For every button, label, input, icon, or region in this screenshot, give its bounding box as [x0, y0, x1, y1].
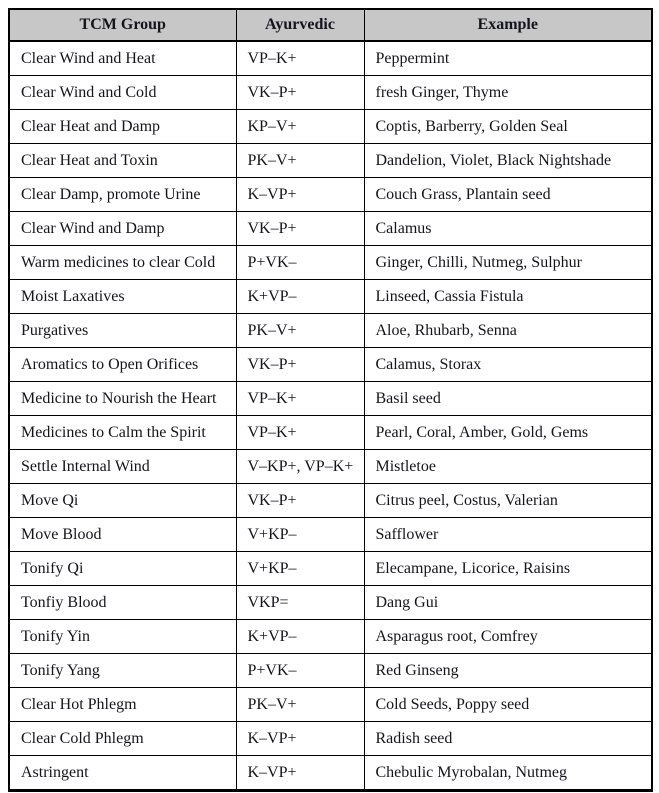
cell-ayurvedic: K–VP+ [235, 177, 365, 212]
cell-ayurvedic: PK–V+ [235, 143, 365, 178]
cell-tcm-group: Clear Wind and Damp [8, 211, 237, 246]
table-row: Clear Hot Phlegm PK–V+ Cold Seeds, Poppy s… [8, 687, 653, 722]
cell-tcm-group: Medicines to Calm the Spirit [8, 415, 237, 450]
cell-tcm-group: Move Qi [8, 483, 237, 518]
column-header-example: Example [363, 8, 653, 42]
cell-example: Mistletoe [363, 449, 653, 484]
cell-tcm-group: Clear Heat and Damp [8, 109, 237, 144]
cell-tcm-group: Clear Hot Phlegm [8, 687, 237, 722]
cell-example: Coptis, Barberry, Golden Seal [363, 109, 653, 144]
table-row: Medicines to Calm the Spirit VP–K+ Pearl, … [8, 415, 653, 450]
table-row: Tonfiy Blood VKP= Dang Gui [8, 585, 653, 620]
cell-example: fresh Ginger, Thyme [363, 75, 653, 110]
cell-tcm-group: Moist Laxatives [8, 279, 237, 314]
cell-ayurvedic: KP–V+ [235, 109, 365, 144]
table-row: Medicine to Nourish the Heart VP–K+ Basil … [8, 381, 653, 416]
cell-example: Couch Grass, Plantain seed [363, 177, 653, 212]
table-row: Aromatics to Open Orifices VK–P+ Calamus, … [8, 347, 653, 382]
table-body: Clear Wind and Heat VP–K+ Peppermint Clear … [8, 40, 653, 791]
table-row: Tonify Qi V+KP– Elecampane, Licorice, Rais… [8, 551, 653, 586]
cell-tcm-group: Clear Heat and Toxin [8, 143, 237, 178]
cell-ayurvedic: V+KP– [235, 517, 365, 552]
cell-ayurvedic: P+VK– [235, 653, 365, 688]
table-row: Clear Wind and Heat VP–K+ Peppermint [8, 40, 653, 76]
cell-tcm-group: Purgatives [8, 313, 237, 348]
cell-example: Cold Seeds, Poppy seed [363, 687, 653, 722]
cell-ayurvedic: VP–K+ [235, 40, 365, 76]
cell-example: Chebulic Myrobalan, Nutmeg [363, 755, 653, 791]
cell-example: Safflower [363, 517, 653, 552]
cell-ayurvedic: PK–V+ [235, 313, 365, 348]
cell-ayurvedic: VK–P+ [235, 211, 365, 246]
table-row: Moist Laxatives K+VP– Linseed, Cassia Fist… [8, 279, 653, 314]
cell-example: Red Ginseng [363, 653, 653, 688]
cell-example: Asparagus root, Comfrey [363, 619, 653, 654]
cell-ayurvedic: VK–P+ [235, 347, 365, 382]
cell-tcm-group: Tonify Qi [8, 551, 237, 586]
cell-ayurvedic: VK–P+ [235, 75, 365, 110]
cell-tcm-group: Move Blood [8, 517, 237, 552]
cell-tcm-group: Clear Cold Phlegm [8, 721, 237, 756]
cell-example: Pearl, Coral, Amber, Gold, Gems [363, 415, 653, 450]
table-row: Settle Internal Wind V–KP+, VP–K+ Mistleto… [8, 449, 653, 484]
table-row: Clear Heat and Toxin PK–V+ Dandelion, Viol… [8, 143, 653, 178]
cell-ayurvedic: VP–K+ [235, 415, 365, 450]
cell-ayurvedic: VKP= [235, 585, 365, 620]
cell-tcm-group: Aromatics to Open Orifices [8, 347, 237, 382]
table-row: Purgatives PK–V+ Aloe, Rhubarb, Senna [8, 313, 653, 348]
cell-ayurvedic: V+KP– [235, 551, 365, 586]
cell-example: Basil seed [363, 381, 653, 416]
table-row: Clear Wind and Damp VK–P+ Calamus [8, 211, 653, 246]
table-row: Tonify Yang P+VK– Red Ginseng [8, 653, 653, 688]
cell-example: Calamus [363, 211, 653, 246]
cell-example: Citrus peel, Costus, Valerian [363, 483, 653, 518]
cell-ayurvedic: K+VP– [235, 619, 365, 654]
cell-example: Elecampane, Licorice, Raisins [363, 551, 653, 586]
cell-tcm-group: Settle Internal Wind [8, 449, 237, 484]
cell-example: Linseed, Cassia Fistula [363, 279, 653, 314]
table-row: Tonify Yin K+VP– Asparagus root, Comfrey [8, 619, 653, 654]
cell-ayurvedic: PK–V+ [235, 687, 365, 722]
cell-example: Calamus, Storax [363, 347, 653, 382]
table-row: Clear Damp, promote Urine K–VP+ Couch Gras… [8, 177, 653, 212]
column-header-tcm-group: TCM Group [8, 8, 237, 42]
cell-example: Dandelion, Violet, Black Nightshade [363, 143, 653, 178]
cell-example: Ginger, Chilli, Nutmeg, Sulphur [363, 245, 653, 280]
cell-example: Dang Gui [363, 585, 653, 620]
table-row: Clear Wind and Cold VK–P+ fresh Ginger, Th… [8, 75, 653, 110]
cell-example: Aloe, Rhubarb, Senna [363, 313, 653, 348]
header-row: TCM Group Ayurvedic Example [8, 8, 653, 42]
table-row: Astringent K–VP+ Chebulic Myrobalan, Nutme… [8, 755, 653, 791]
cell-ayurvedic: VP–K+ [235, 381, 365, 416]
cell-ayurvedic: K–VP+ [235, 721, 365, 756]
table-row: Warm medicines to clear Cold P+VK– Ginger,… [8, 245, 653, 280]
cell-ayurvedic: P+VK– [235, 245, 365, 280]
table-row: Move Blood V+KP– Safflower [8, 517, 653, 552]
cell-tcm-group: Astringent [8, 755, 237, 791]
cell-tcm-group: Clear Damp, promote Urine [8, 177, 237, 212]
cell-tcm-group: Tonfiy Blood [8, 585, 237, 620]
cell-example: Peppermint [363, 40, 653, 76]
cell-tcm-group: Medicine to Nourish the Heart [8, 381, 237, 416]
cell-tcm-group: Clear Wind and Heat [8, 40, 237, 76]
cell-example: Radish seed [363, 721, 653, 756]
cell-ayurvedic: K–VP+ [235, 755, 365, 791]
cell-tcm-group: Tonify Yang [8, 653, 237, 688]
table-row: Clear Cold Phlegm K–VP+ Radish seed [8, 721, 653, 756]
table-row: Move Qi VK–P+ Citrus peel, Costus, Valeria… [8, 483, 653, 518]
cell-tcm-group: Tonify Yin [8, 619, 237, 654]
cell-tcm-group: Clear Wind and Cold [8, 75, 237, 110]
cell-ayurvedic: K+VP– [235, 279, 365, 314]
cell-ayurvedic: V–KP+, VP–K+ [235, 449, 365, 484]
cell-ayurvedic: VK–P+ [235, 483, 365, 518]
cell-tcm-group: Warm medicines to clear Cold [8, 245, 237, 280]
table-row: Clear Heat and Damp KP–V+ Coptis, Barberry… [8, 109, 653, 144]
tcm-ayurvedic-table: TCM Group Ayurvedic Example Clear Wind a… [8, 8, 653, 792]
column-header-ayurvedic: Ayurvedic [235, 8, 365, 42]
